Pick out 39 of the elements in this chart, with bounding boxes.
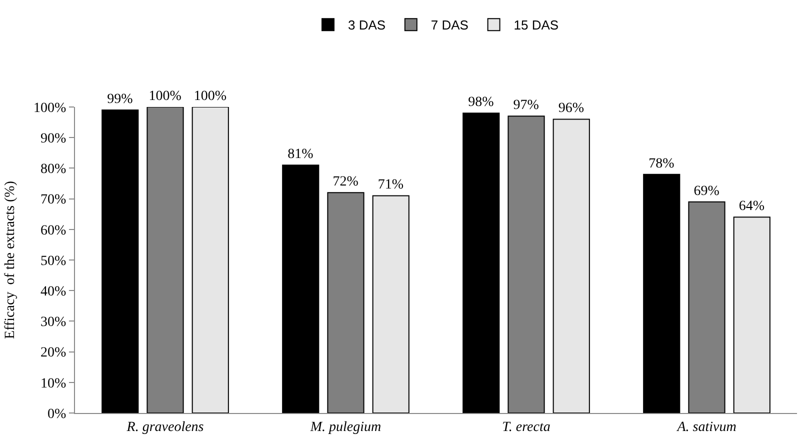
x-tick-label: M. pulegium	[309, 420, 382, 435]
legend-label: 3 DAS	[348, 18, 386, 33]
bar	[733, 216, 770, 413]
y-tick-label: 30%	[40, 315, 67, 330]
y-tick-label: 40%	[40, 284, 67, 300]
bar	[462, 112, 500, 413]
x-tick-label: T. erecta	[502, 420, 550, 435]
data-label: 69%	[694, 184, 720, 199]
y-tick-label: 0%	[48, 406, 67, 422]
y-tick-label: 70%	[40, 192, 67, 208]
legend-label: 7 DAS	[430, 18, 469, 33]
bar	[643, 174, 680, 413]
y-tick-label: 100%	[34, 100, 67, 116]
data-label: 64%	[738, 199, 765, 214]
y-tick-label: 50%	[40, 254, 67, 269]
bar	[282, 164, 320, 413]
legend-label: 15 DAS	[514, 18, 559, 33]
data-label: 81%	[288, 147, 314, 162]
bar	[192, 107, 229, 413]
data-label: 72%	[332, 174, 359, 190]
data-label: 100%	[194, 89, 227, 104]
data-label: 100%	[148, 89, 182, 104]
bar	[552, 118, 590, 413]
data-label: 99%	[107, 92, 134, 108]
y-tick-label: 80%	[40, 162, 67, 178]
y-tick-label: 10%	[40, 376, 67, 392]
data-label: 71%	[378, 178, 404, 193]
data-label: 96%	[558, 101, 584, 116]
data-label: 98%	[468, 95, 494, 110]
y-axis-title: Efficacy of the extracts (%)	[3, 180, 18, 339]
y-tick-label: 20%	[40, 346, 67, 361]
y-tick-label: 60%	[40, 223, 67, 238]
x-tick-label: A. sativum	[676, 420, 736, 435]
data-label: 78%	[648, 156, 675, 172]
bar	[372, 195, 410, 413]
bar	[102, 110, 139, 413]
data-label: 97%	[513, 98, 540, 114]
x-tick-label: R. graveolens	[126, 420, 204, 435]
y-tick-label: 90%	[40, 132, 67, 146]
